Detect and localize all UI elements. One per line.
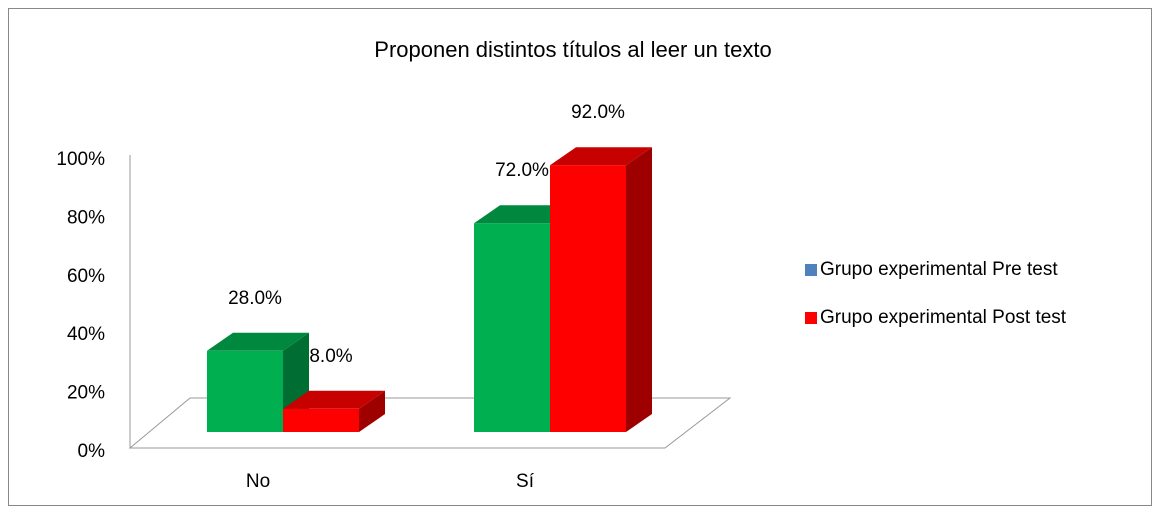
data-label: 72.0% (495, 160, 549, 181)
y-tick-label: 0% (78, 441, 106, 462)
legend-label: Grupo experimental Pre test (820, 259, 1058, 280)
bar-side (359, 390, 385, 432)
y-tick-label: 100% (56, 149, 105, 170)
data-label: 28.0% (228, 288, 282, 309)
bar-top (207, 332, 309, 351)
floor (128, 397, 732, 449)
data-label: 92.0% (571, 102, 625, 123)
bar-top (283, 390, 385, 409)
chart-title: Proponen distintos títulos al leer un te… (374, 37, 771, 62)
y-tick-label: 80% (67, 207, 105, 228)
bar-top (550, 147, 652, 166)
bar (283, 408, 359, 432)
bar (207, 350, 283, 432)
bar-side (626, 147, 652, 432)
legend-swatch (805, 264, 817, 276)
data-label: 8.0% (309, 346, 352, 367)
bar (474, 223, 550, 432)
legend-swatch (805, 312, 817, 324)
y-tick-label: 60% (67, 266, 105, 287)
x-tick-label: No (246, 471, 270, 492)
legend-label: Grupo experimental Post test (820, 307, 1067, 328)
y-tick-label: 40% (67, 324, 105, 345)
y-tick-label: 20% (67, 383, 105, 404)
x-tick-label: Sí (516, 471, 535, 492)
bar (550, 165, 626, 432)
